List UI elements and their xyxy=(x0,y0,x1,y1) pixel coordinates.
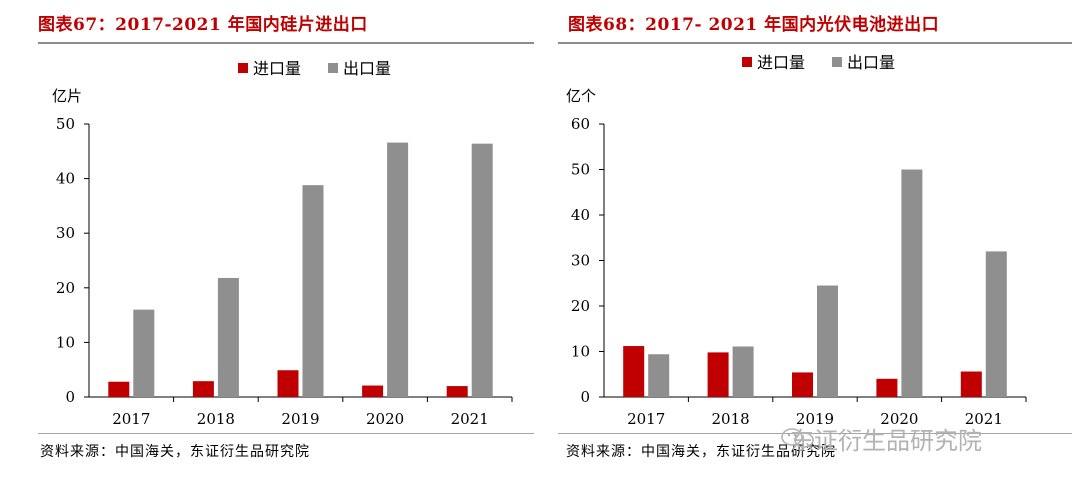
bar-import xyxy=(362,385,384,397)
bar-import xyxy=(960,371,982,397)
source-note: 资料来源：中国海关，东证衍生品研究院 xyxy=(40,444,310,460)
bar-export xyxy=(387,142,409,397)
x-tick-label: 2021 xyxy=(451,410,489,428)
bar-export xyxy=(302,185,324,397)
bar-import xyxy=(623,346,645,397)
title-divider xyxy=(558,42,1072,44)
legend-swatch xyxy=(832,57,842,67)
bar-export xyxy=(217,277,239,397)
bar-chart-silicon-wafer: 0 10 20 30 40 50 亿片 2017 2018 2019 2020 2021 进口量 出口量 xyxy=(52,59,513,428)
x-tick-label: 2019 xyxy=(796,410,834,428)
bar-export xyxy=(985,251,1007,397)
x-tick-label: 2018 xyxy=(197,410,235,428)
y-tick-label: 30 xyxy=(571,252,590,270)
bar-export xyxy=(648,354,670,397)
chart-title: 图表67：2017-2021 年国内硅片进出口 xyxy=(38,15,368,35)
y-tick-label: 40 xyxy=(571,206,590,224)
y-tick-label: 30 xyxy=(56,224,75,242)
bar-import xyxy=(876,378,898,397)
x-tick-label: 2020 xyxy=(880,410,918,428)
y-tick-label: 60 xyxy=(571,115,590,133)
legend-label: 进口量 xyxy=(253,59,301,78)
chart-title: 图表68：2017- 2021 年国内光伏电池进出口 xyxy=(568,15,940,35)
legend-label: 出口量 xyxy=(343,59,391,78)
chart-panel-pv-cell: 图表68：2017- 2021 年国内光伏电池进出口 0 10 20 30 40 50 60… xyxy=(548,0,1080,485)
x-tick-label: 2021 xyxy=(965,410,1003,428)
y-axis-label: 亿个 xyxy=(566,87,596,105)
y-tick-label: 50 xyxy=(56,115,75,133)
bar-export xyxy=(133,309,155,397)
x-tick-label: 2017 xyxy=(112,410,150,428)
wechat-icon xyxy=(781,428,814,448)
bar-import xyxy=(707,352,729,397)
chart-panel-silicon-wafer: 图表67：2017-2021 年国内硅片进出口 0 10 20 30 40 50 亿片 201… xyxy=(38,15,534,460)
watermark-text: 东证衍生品研究院 xyxy=(790,427,982,455)
bar-import xyxy=(108,381,130,397)
y-tick-label: 0 xyxy=(65,388,75,406)
bar-import xyxy=(446,386,468,397)
y-tick-label: 10 xyxy=(571,343,590,361)
legend-swatch xyxy=(328,63,338,73)
y-tick-label: 20 xyxy=(571,297,590,315)
source-divider xyxy=(558,433,1072,434)
y-axis-label: 亿片 xyxy=(52,87,82,105)
bar-import xyxy=(277,370,299,397)
x-tick-label: 2018 xyxy=(712,410,750,428)
y-tick-label: 10 xyxy=(56,333,75,351)
legend-swatch xyxy=(238,63,248,73)
bar-export xyxy=(901,169,923,397)
bar-import xyxy=(792,372,813,397)
source-divider xyxy=(38,433,534,434)
bar-import xyxy=(192,381,214,397)
bar-export xyxy=(817,285,838,397)
x-tick-label: 2017 xyxy=(627,410,665,428)
bar-chart-pv-cell: 0 10 20 30 40 50 60 亿个 2017 2018 2019 2020 2021 进口量 出口… xyxy=(566,53,1027,428)
bar-export xyxy=(732,346,754,397)
x-tick-label: 2019 xyxy=(281,410,319,428)
title-divider xyxy=(38,42,534,44)
source-note: 资料来源：中国海关，东证衍生品研究院 xyxy=(566,444,836,460)
legend-label: 出口量 xyxy=(847,53,895,72)
y-tick-label: 50 xyxy=(571,161,590,179)
bar-export xyxy=(471,143,493,397)
legend-label: 进口量 xyxy=(757,53,805,72)
y-tick-label: 40 xyxy=(56,170,75,188)
y-tick-label: 0 xyxy=(580,388,590,406)
y-tick-label: 20 xyxy=(56,279,75,297)
legend-swatch xyxy=(742,57,752,67)
x-tick-label: 2020 xyxy=(366,410,404,428)
